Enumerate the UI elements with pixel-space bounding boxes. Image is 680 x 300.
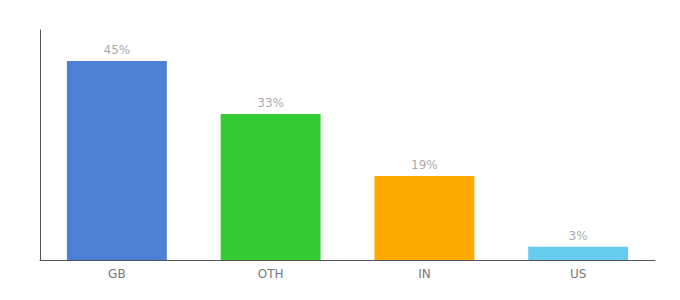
svg-text:19%: 19% bbox=[411, 158, 438, 172]
svg-text:33%: 33% bbox=[257, 96, 284, 110]
svg-text:GB: GB bbox=[108, 267, 126, 281]
svg-text:OTH: OTH bbox=[258, 267, 284, 281]
svg-text:IN: IN bbox=[418, 267, 431, 281]
svg-text:3%: 3% bbox=[569, 229, 588, 243]
svg-text:45%: 45% bbox=[104, 43, 131, 57]
svg-text:US: US bbox=[570, 267, 586, 281]
